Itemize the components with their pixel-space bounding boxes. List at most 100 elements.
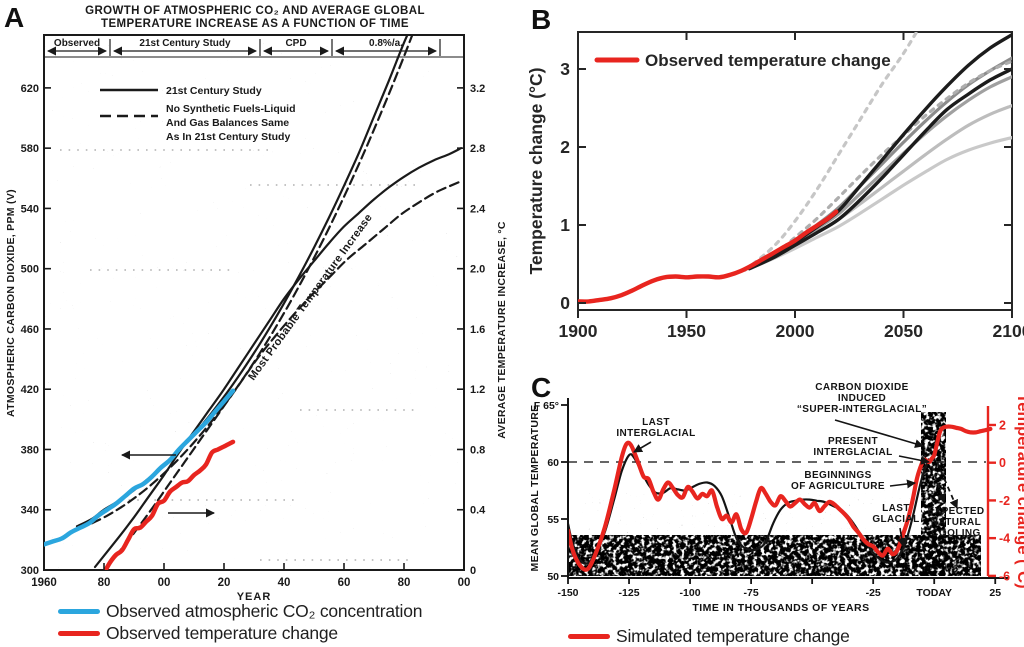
- x-tick-label: 2000: [776, 321, 815, 341]
- scan-noise: [44, 35, 464, 570]
- bottom-tick-label: 00: [458, 577, 471, 589]
- x-axis-title: TIME IN THOUSANDS OF YEARS: [692, 602, 869, 614]
- y-tick-label: 0: [560, 293, 570, 313]
- y-tick-label: 1: [560, 215, 570, 235]
- annotation-expected-natural-cooling: EXPECTED: [927, 506, 984, 517]
- panel-c-label: C: [531, 372, 552, 403]
- annotation-last-glacial: GLACIAL: [872, 514, 919, 525]
- annotation-arrow-present-interglacial: [898, 455, 930, 465]
- left-tick-label: 460: [21, 324, 39, 336]
- right-tick-label: 1.6: [470, 324, 485, 336]
- legend-21cs-label: 21st Century Study: [166, 85, 262, 97]
- legend-observed-label: Observed temperature change: [645, 51, 891, 70]
- bottom-tick-label: 20: [218, 577, 231, 589]
- x-tick-label: 2050: [884, 321, 923, 341]
- band-label: 21st Century Study: [139, 38, 231, 49]
- x-axis-title: YEAR: [237, 591, 272, 600]
- x-tick-label: TODAY: [916, 587, 952, 599]
- band-label: Observed: [54, 38, 100, 49]
- series-proj-black-2: [747, 67, 1012, 271]
- y-tick-label: 2: [560, 137, 570, 157]
- left-tick-label: 50: [547, 571, 559, 583]
- series-proj-light-2: [747, 136, 1012, 271]
- plot-border: [43, 34, 465, 571]
- panel-a-label: A: [4, 2, 25, 33]
- left-tick-label: 55: [547, 514, 559, 526]
- annotation-co2-induced-super-interglacial: “SUPER-INTERGLACIAL”: [797, 404, 927, 415]
- x-tick-label: 1950: [667, 321, 706, 341]
- panel-c-chart: LAST INTERGLACIAL CARBON DIOXIDEINDUCED“SU…: [529, 382, 1024, 614]
- legend-nsf-label: And Gas Balances Same: [166, 117, 289, 129]
- x-tick-label: -100: [680, 587, 701, 599]
- scan-noise-sparse: [581, 490, 921, 572]
- annotation-beginnings-of-agriculture: OF AGRICULTURE: [791, 481, 885, 492]
- right-tick-label: 1.2: [470, 384, 485, 396]
- right-tick-label: 2: [999, 418, 1006, 432]
- annotation-last-interglacial: INTERGLACIAL: [616, 428, 695, 439]
- legend-simulated-temp: Simulated temperature change: [568, 626, 850, 647]
- series-simulated-red: [568, 424, 993, 572]
- bottom-tick-label: 80: [98, 577, 111, 589]
- annotation-present-interglacial: INTERGLACIAL: [813, 447, 892, 458]
- series-past-black: [568, 453, 936, 565]
- left-axis-title: ATMOSPHERIC CARBON DIOXIDE, PPM (V): [5, 189, 17, 417]
- right-tick-label: 2.4: [470, 203, 486, 215]
- left-tick-label: 500: [21, 264, 39, 276]
- legend-observed-temp-label: Observed temperature change: [106, 623, 338, 643]
- series-obs-co2: [44, 388, 236, 547]
- left-tick-label: 620: [21, 83, 39, 95]
- right-tick-label: 3.2: [470, 83, 485, 95]
- x-tick-label: -25: [866, 587, 881, 599]
- annotation-beginnings-of-agriculture: BEGINNINGS: [804, 470, 871, 481]
- bottom-tick-label: 80: [398, 577, 411, 589]
- annotation-present-interglacial: PRESENT: [828, 436, 878, 447]
- y-tick-label: 3: [560, 59, 570, 79]
- annotation-arrow-co2-induced-super-interglacial: [834, 419, 924, 449]
- panel-a-title-line2: TEMPERATURE INCREASE AS A FUNCTION OF TI…: [101, 18, 409, 30]
- left-tick-label: 420: [21, 384, 39, 396]
- legend-nsf-label: No Synthetic Fuels-Liquid: [166, 103, 296, 115]
- annotation-co2-induced-super-interglacial: INDUCED: [838, 393, 886, 404]
- x-tick-label: -75: [744, 587, 759, 599]
- x-tick-label: -125: [619, 587, 640, 599]
- y-axis-title: Temperature change (°C): [526, 68, 546, 275]
- left-tick-label: 540: [21, 203, 39, 215]
- right-axis-title: AVERAGE TEMPERATURE INCREASE, °C: [496, 221, 508, 439]
- band-label: 0.8%/a.: [369, 38, 403, 49]
- red-line-swatch: [568, 634, 610, 639]
- series-obs-temp: [103, 439, 236, 570]
- panel-a-title-line1: GROWTH OF ATMOSPHERIC CO₂ AND AVERAGE GL…: [85, 5, 425, 17]
- left-tick-label: F 65°: [534, 400, 559, 412]
- plot-border: [577, 31, 1013, 311]
- series-observed: [578, 209, 839, 304]
- series-proj-gray-2: [747, 75, 1012, 270]
- x-tick-label: 25: [989, 587, 1001, 599]
- x-tick-label: 1900: [559, 321, 598, 341]
- annotation-arrow-last-interglacial: [633, 441, 652, 453]
- x-tick-label: 2100: [993, 321, 1024, 341]
- annotation-arrow-beginnings-of-agriculture: [889, 479, 916, 489]
- left-tick-label: 340: [21, 505, 39, 517]
- annotation-co2-induced-super-interglacial: CARBON DIOXIDE: [815, 382, 908, 393]
- right-tick-label: -6: [999, 569, 1010, 583]
- annotation-expected-natural-cooling: NATURAL: [931, 517, 981, 528]
- left-tick-label: 380: [21, 444, 39, 456]
- cooling-dashed-arrow: [931, 465, 946, 503]
- band-label: CPD: [285, 38, 306, 49]
- right-tick-label: -2: [999, 494, 1010, 508]
- red-line-swatch: [58, 631, 100, 636]
- right-tick-label: 2.8: [470, 143, 485, 155]
- series-temp-nsf: [105, 180, 463, 569]
- legend-observed-co2: Observed atmospheric CO₂ concentration: [58, 601, 422, 622]
- left-tick-label: 300: [21, 565, 39, 577]
- right-tick-label: 0.4: [470, 505, 486, 517]
- series-temp-21cs: [93, 147, 463, 569]
- legend-observed-co2-label: Observed atmospheric CO₂ concentration: [106, 601, 423, 621]
- right-tick-label: 0.8: [470, 444, 485, 456]
- series-proj-dash-steep: [743, 32, 919, 272]
- legend-nsf-label: As In 21st Century Study: [166, 131, 290, 143]
- right-tick-label: 0: [470, 565, 476, 577]
- left-tick-label: 60: [547, 457, 559, 469]
- annotation-last-glacial: LAST: [882, 503, 910, 514]
